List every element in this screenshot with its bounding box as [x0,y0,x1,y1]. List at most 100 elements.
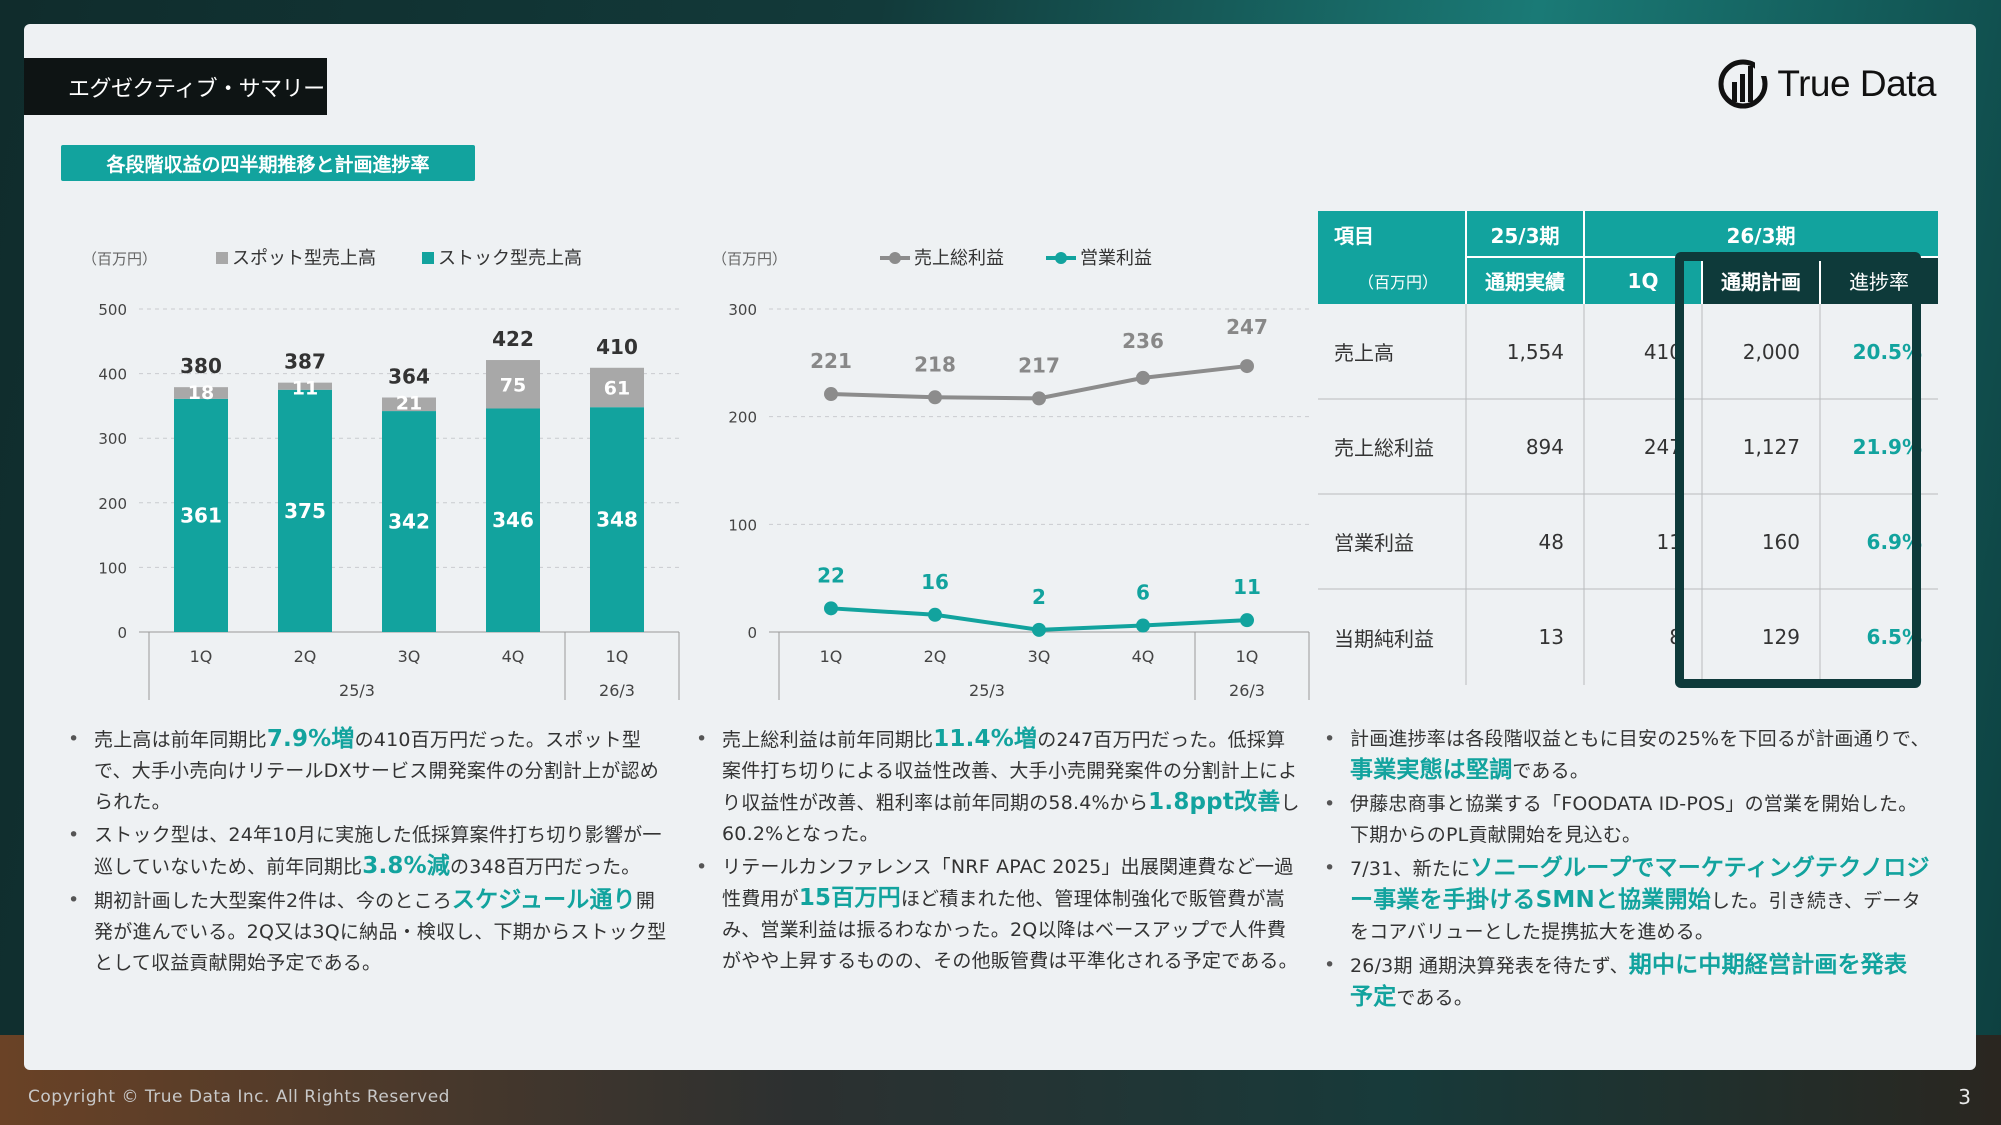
table-cell-q1: 8 [1669,625,1682,649]
data-point [928,390,942,405]
bullet-text: ほど積まれた他、管理体制強化で販管費が嵩み、営業利益は振るわなかった。2Q以降は… [722,888,1298,972]
data-label: 2 [1032,585,1046,609]
table-header-fy25: 25/3期 [1466,211,1584,257]
data-label-spot: 18 [188,382,214,404]
table-cell-q1: 410 [1643,339,1682,364]
data-label: 22 [817,563,845,587]
x-tick-label: 4Q [502,647,525,666]
highlight-text: 期中に中期経営計画を発表予定 [1350,952,1908,1010]
bullet-item: 売上総利益は前年同期比11.4%増の247百万円だった。低採算案件打ち切りによる… [692,724,1302,850]
bar-stock [382,411,436,632]
bullet-text: 売上総利益は前年同期比 [722,729,934,751]
x-tick-label: 2Q [294,647,317,666]
bar-stock [174,398,228,632]
group-label: 25/3 [969,681,1005,700]
table-cell-rate: 6.9% [1866,529,1922,554]
table-cell-plan: 2,000 [1742,339,1800,364]
data-point [824,387,838,402]
table-row-label: 営業利益 [1334,531,1414,555]
table-header-actual: 通期実績 [1466,257,1584,304]
data-label-total: 410 [596,335,638,359]
table-header-fy26: 26/3期 [1584,211,1938,257]
highlight-text: 3.8%減 [362,853,451,879]
x-tick-label: 4Q [1132,647,1155,666]
y-tick-label: 200 [728,409,757,427]
highlight-text: 1.8ppt改善 [1148,789,1281,815]
bar-spot [486,360,540,409]
revenue-bar-chart: （百万円） スポット型売上高 ストック型売上高 0 100 200 300 400 500 1Q 2… [82,248,680,700]
table-row-label: 当期純利益 [1334,626,1434,651]
table-cell-actual: 894 [1525,434,1564,459]
table-cell-actual: 13 [1538,625,1564,649]
y-tick-label: 100 [728,516,757,534]
highlight-text: 15百万円 [798,885,901,911]
table-cell-actual: 1,554 [1506,339,1564,364]
table-cell-rate: 21.9% [1852,434,1922,459]
legend-swatch-stock [422,252,434,264]
bullet-text: した。引き続き、データをコアバリューとした提携拡大を進める。 [1350,890,1921,943]
bullet-item: 26/3期 通期決算発表を待たず、期中に中期経営計画を発表予定である。 [1320,950,1930,1014]
bullet-text: 計画進捗率は各段階収益ともに目安の25%を下回るが計画通りで、 [1350,728,1930,750]
highlight-text: スケジュール通り [451,887,636,913]
data-point [1136,618,1150,633]
data-label-stock: 342 [388,510,430,534]
section-badge: 各段階収益の四半期推移と計画進捗率 [61,145,475,181]
logo: True Data [1717,54,1936,114]
bullet-text: 7/31、新たに [1350,858,1471,880]
legend-marker-gross [889,252,901,264]
highlight-text: 事業実態は堅調 [1350,757,1513,783]
data-point [1032,391,1046,406]
data-label: 6 [1136,581,1150,605]
data-point [824,601,838,616]
logo-text: True Data [1777,63,1936,104]
group-label: 26/3 [599,681,635,700]
y-tick-label: 0 [747,624,757,642]
y-tick-label: 300 [98,430,127,448]
bullet-text: の410百万円だった。スポット型で、大手小売向けリテールDXサービス開発案件の分… [94,729,659,813]
plan-progress-table: 項目 （百万円） 25/3期 26/3期 通期実績 1Q 通期計画 進捗率 [1318,211,1938,685]
bullet-item: 7/31、新たにソニーグループでマーケティングテクノロジー事業を手掛けるSMNと… [1320,853,1930,948]
highlight-text: 11.4%増 [933,726,1038,752]
legend-label-stock: ストック型売上高 [438,248,582,269]
data-label: 247 [1226,315,1268,339]
table-cell-q1: 11 [1656,529,1682,554]
legend-label-spot: スポット型売上高 [232,248,376,269]
data-label-total: 387 [284,350,326,374]
x-tick-label: 1Q [190,647,213,666]
data-label-stock: 346 [492,508,534,532]
y-tick-label: 400 [98,366,127,384]
legend-label-operating: 営業利益 [1080,248,1152,269]
bullet-text: である。 [1512,760,1590,782]
bullet-item: 計画進捗率は各段階収益ともに目安の25%を下回るが計画通りで、事業実態は堅調であ… [1320,724,1930,787]
y-tick-label: 200 [98,495,127,513]
bullet-list: 計画進捗率は各段階収益ともに目安の25%を下回るが計画通りで、事業実態は堅調であ… [1320,724,1930,1014]
legend-swatch-spot [216,252,228,264]
slide: エグゼクティブ・サマリー True Data 各段階収益の四半期推移と計画進捗率… [24,24,1976,1070]
data-label-spot: 75 [500,374,526,396]
bullets-revenue: 売上高は前年同期比7.9%増の410百万円だった。スポット型で、大手小売向けリテ… [64,724,674,981]
unit-label: （百万円） [82,250,157,268]
y-tick-label: 0 [117,624,127,642]
bullet-item: 伊藤忠商事と協業する「FOODATA ID-POS」の営業を開始した。下期からの… [1320,789,1930,851]
bar-spot [278,382,332,390]
table-cell-q1: 247 [1643,434,1682,459]
y-tick-label: 500 [98,301,127,319]
data-label-total: 380 [180,354,222,378]
data-point [1240,613,1254,628]
data-point [1136,370,1150,385]
data-label-spot: 61 [604,377,630,399]
bar-stock [486,408,540,632]
data-label: 16 [921,570,949,594]
table-cell-rate: 6.5% [1866,625,1922,649]
data-label: 217 [1018,353,1060,377]
table-header-item: 項目 [1318,211,1466,257]
table-header-plan: 通期計画 [1702,257,1820,304]
bullet-text: の247百万円だった。低採算案件打ち切りによる収益性改善、大手小売開発案件の分割… [722,729,1298,814]
group-label: 25/3 [339,681,375,700]
bullet-text: 伊藤忠商事と協業する「FOODATA ID-POS」の営業を開始した。下期からの… [1350,793,1918,846]
data-point [1032,622,1046,637]
bullet-text: の348百万円だった。 [450,856,641,878]
table-cell-plan: 1,127 [1742,434,1800,459]
bullet-text: ストック型は、24年10月に実施した低採算案件打ち切り影響が一巡していないため、… [94,824,662,878]
table-header-unit: （百万円） [1318,257,1466,304]
